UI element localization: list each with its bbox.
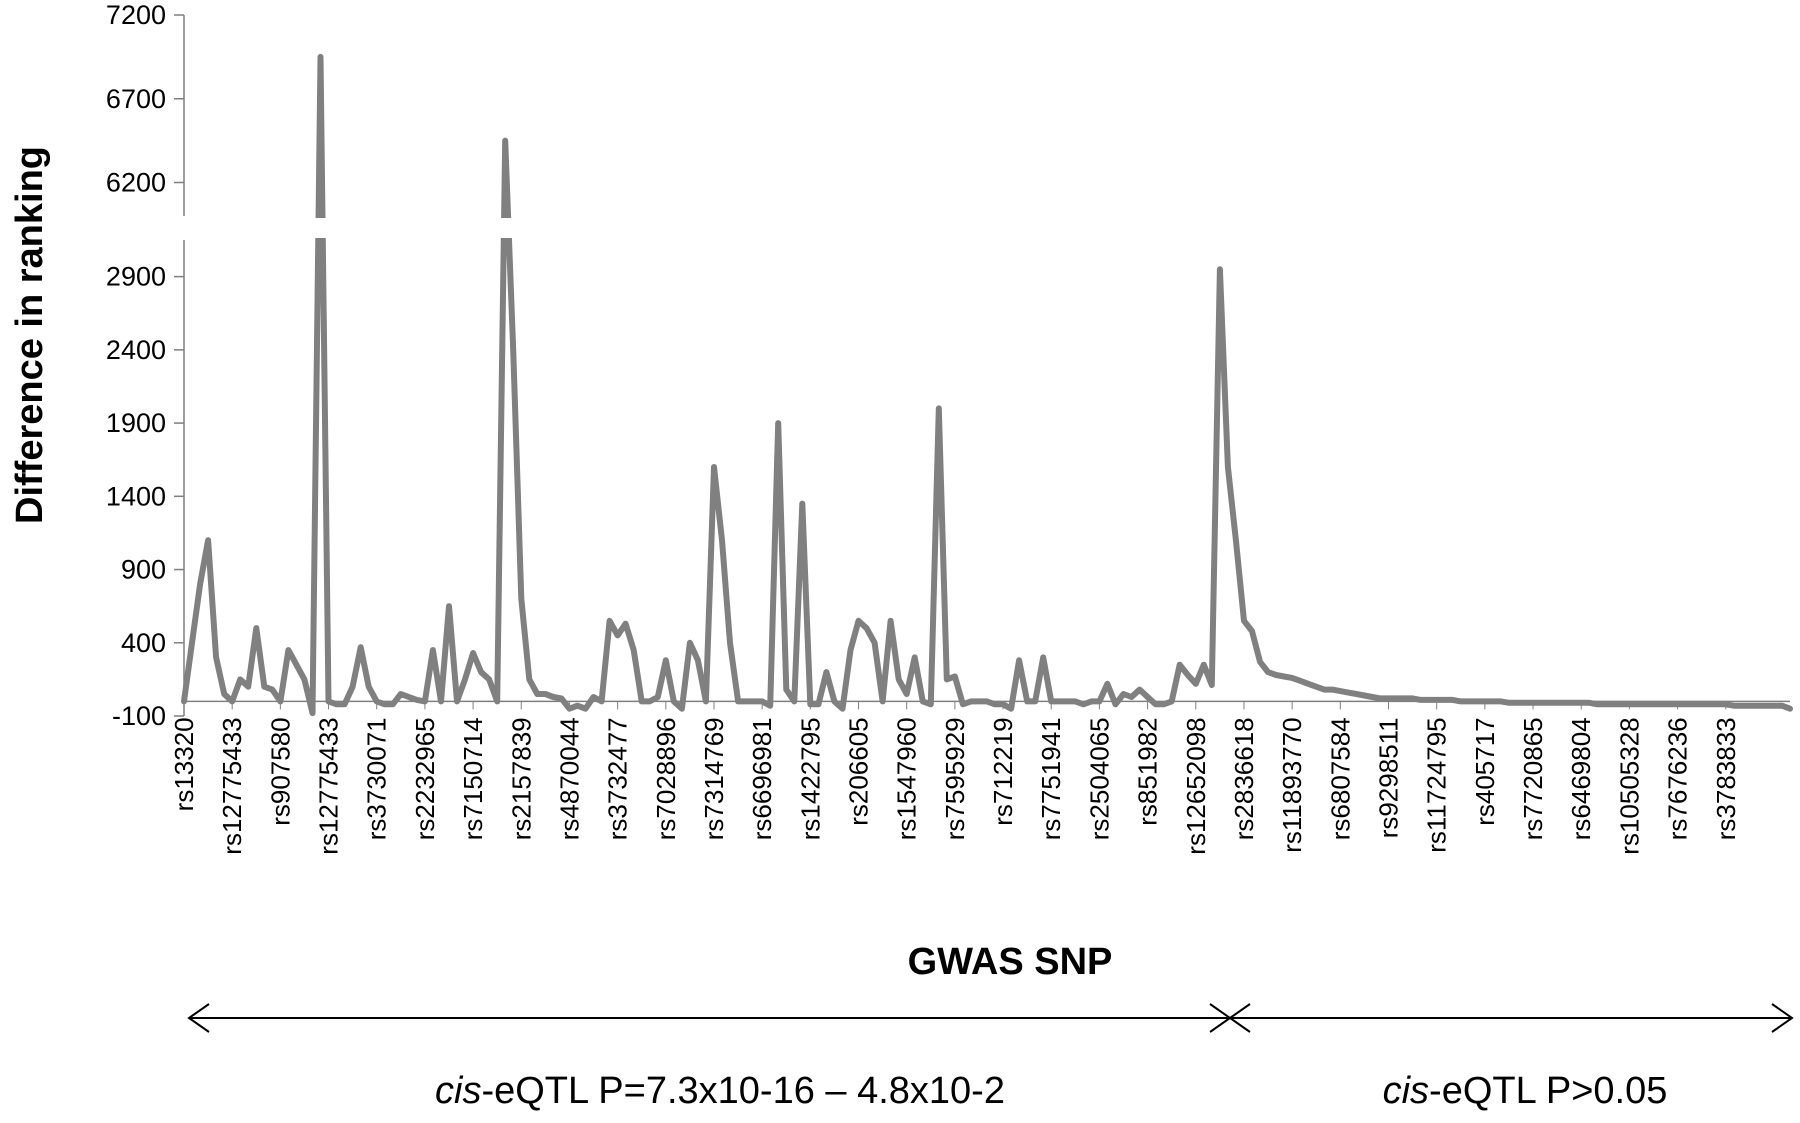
x-tick-label: rs6469804	[1566, 717, 1596, 840]
y-tick-label: -100	[112, 701, 166, 731]
range-arrow-right-head	[1771, 1003, 1794, 1033]
x-tick-label: rs7676236	[1663, 717, 1693, 840]
x-tick-label: rs2157839	[506, 717, 536, 840]
series-line	[181, 53, 1793, 717]
x-tick-label: rs6807584	[1325, 717, 1355, 840]
x-tick-label: rs11724795	[1422, 717, 1452, 852]
x-tick-label: rs2232965	[410, 717, 440, 840]
x-tick-label: rs907580	[265, 717, 295, 825]
x-tick-label: rs7720865	[1518, 717, 1548, 840]
x-tick-label: rs7314769	[699, 717, 729, 840]
x-tick-label: rs6696981	[747, 717, 777, 840]
y-tick-label: 7200	[106, 0, 166, 30]
y-tick-label: 400	[121, 628, 166, 658]
x-axis-ticks: rs13320 rs12775433 rs907580 rs12775433 rs373…	[169, 701, 1741, 855]
range-arrow-left-head	[187, 1003, 210, 1033]
x-tick-label: rs3732477	[603, 717, 633, 840]
y-tick-label: 6200	[106, 168, 166, 198]
x-tick-label: rs405717	[1470, 717, 1500, 825]
axis-break-gap	[170, 218, 1796, 238]
range-label-left-italic: cis	[435, 1070, 481, 1112]
x-tick-label: rs2836618	[1229, 717, 1259, 840]
y-tick-label: 1900	[106, 408, 166, 438]
y-tick-label: 2400	[106, 335, 166, 365]
y-axis-ticks: 6200 6700 7200 -100 400 900 1400 1900 2400 2900	[106, 0, 184, 731]
axis-break	[170, 218, 1796, 238]
axes	[183, 15, 1790, 716]
x-tick-label: rs13320	[169, 717, 199, 811]
y-tick-label: 1400	[106, 481, 166, 511]
x-tick-label: rs7751941	[1036, 717, 1066, 840]
x-tick-label: rs10505328	[1614, 717, 1644, 854]
series-group	[181, 53, 1793, 717]
range-label-right: cis-eQTL P>0.05	[1383, 1070, 1668, 1112]
x-tick-label: rs7595929	[940, 717, 970, 840]
x-tick-label: rs2504065	[1084, 717, 1114, 840]
range-arrow-right-head-left	[1228, 1003, 1251, 1033]
range-label-right-italic: cis	[1383, 1070, 1429, 1112]
range-label-right-text: -eQTL P>0.05	[1429, 1070, 1667, 1112]
y-tick-label: 2900	[106, 262, 166, 292]
y-tick-label: 6700	[106, 84, 166, 114]
range-label-left-text: -eQTL P=7.3x10-16 – 4.8x10-2	[481, 1070, 1005, 1112]
x-axis-title: GWAS SNP	[908, 941, 1113, 983]
range-label-left: cis-eQTL P=7.3x10-16 – 4.8x10-2	[435, 1070, 1005, 1112]
x-tick-label: rs1422795	[795, 717, 825, 840]
x-tick-label: rs1547960	[892, 717, 922, 840]
x-tick-label: rs12775433	[314, 717, 344, 854]
x-tick-label: rs851982	[1133, 717, 1163, 825]
x-tick-label: rs11893770	[1277, 717, 1307, 852]
x-tick-label: rs3783833	[1711, 717, 1741, 840]
x-tick-label: rs712219	[988, 717, 1018, 825]
range-arrows	[187, 1003, 1794, 1033]
y-axis-title: Difference in ranking	[9, 146, 51, 524]
x-tick-label: rs9298511	[1374, 717, 1404, 838]
x-tick-label: rs7028896	[651, 717, 681, 840]
x-tick-label: rs3730071	[362, 717, 392, 840]
x-tick-label: rs12652098	[1181, 717, 1211, 854]
x-tick-label: rs206605	[844, 717, 874, 825]
y-tick-label: 900	[121, 555, 166, 585]
x-tick-label: rs4870044	[554, 717, 584, 840]
x-tick-label: rs12775433	[217, 717, 247, 854]
x-tick-label: rs7150714	[458, 717, 488, 840]
